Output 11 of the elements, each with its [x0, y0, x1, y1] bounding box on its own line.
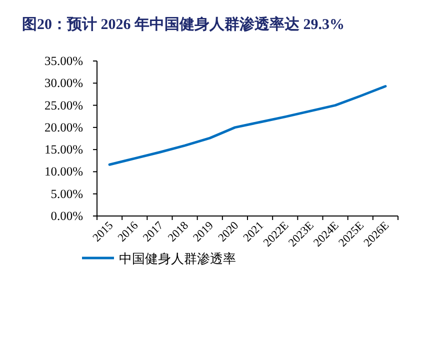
y-tick-label: 30.00%	[44, 76, 83, 90]
y-tick-label: 5.00%	[50, 186, 83, 201]
legend-label: 中国健身人群渗透率	[119, 251, 236, 266]
y-tick-label: 25.00%	[44, 98, 83, 112]
y-tick-label: 15.00%	[44, 142, 83, 157]
y-tick-label: 35.00%	[44, 54, 83, 68]
legend: 中国健身人群渗透率	[82, 251, 236, 266]
y-tick-label: 20.00%	[44, 120, 83, 134]
chart-title: 图20：预计 2026 年中国健身人群渗透率达 29.3%	[22, 15, 344, 33]
y-tick-label: 10.00%	[44, 164, 83, 179]
y-tick-label: 0.00%	[50, 209, 83, 223]
